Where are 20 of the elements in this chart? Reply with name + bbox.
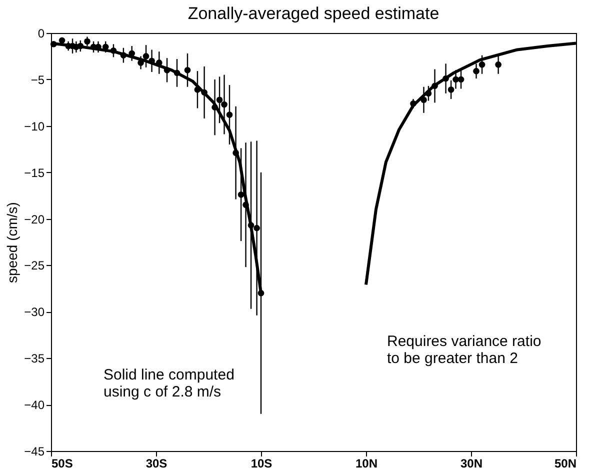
x-tick-label: 30N [460, 456, 483, 469]
y-tick-label: 0 [38, 26, 45, 40]
y-axis-title: speed (cm/s) [4, 202, 20, 283]
chart-title: Zonally-averaged speed estimate [188, 4, 440, 23]
annotation: Requires variance ratio to be greater than 2 [387, 332, 542, 367]
y-tick-label: −20 [24, 212, 45, 226]
y-tick-label: −30 [24, 305, 45, 320]
y-tick-label: −35 [24, 352, 45, 366]
x-tick-label: 10N [355, 456, 378, 469]
x-tick-label: 10S [250, 456, 272, 469]
x-tick-label: 30S [146, 456, 168, 469]
y-tick-label: −10 [24, 119, 45, 134]
x-tick-label: 50S [52, 456, 73, 469]
y-tick-label: −45 [24, 444, 45, 458]
x-tick-label: 50N [554, 456, 576, 469]
y-tick-label: −40 [24, 398, 45, 412]
y-tick-label: −5 [30, 72, 45, 87]
y-tick-label: −25 [24, 258, 45, 273]
y-tick-label: −15 [24, 166, 45, 180]
annotation: Solid line computed using c of 2.8 m/s [104, 366, 234, 400]
